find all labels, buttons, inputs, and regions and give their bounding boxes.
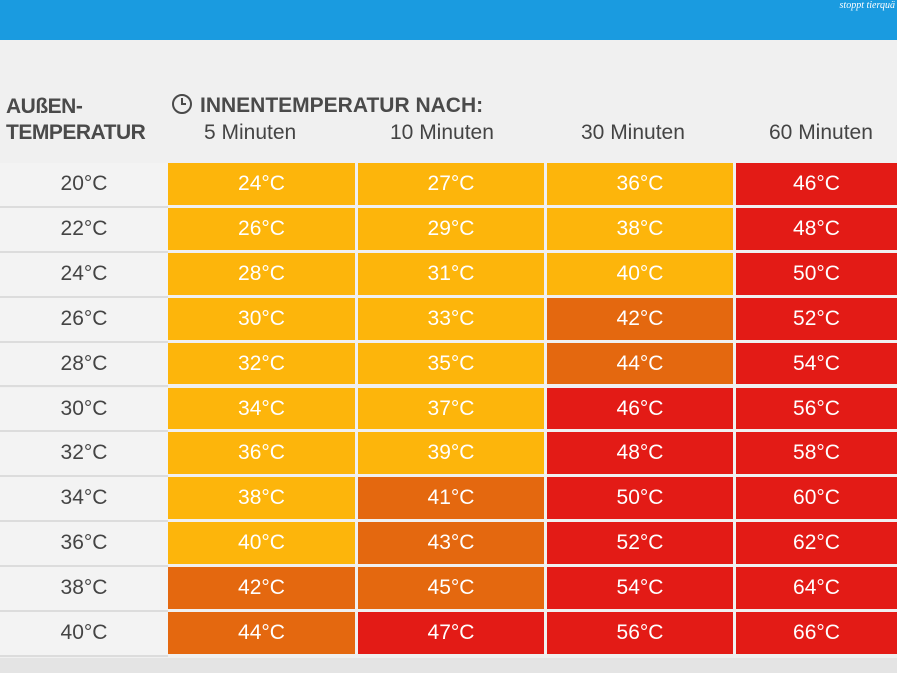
- table-cell: 42°C: [547, 297, 736, 343]
- row-label: 26°C: [0, 297, 168, 343]
- table-cell: 33°C: [358, 297, 547, 343]
- row-header-line-2: TEMPERATUR: [6, 121, 146, 144]
- table-cell: 29°C: [358, 207, 547, 253]
- bottom-strip: [0, 658, 897, 673]
- table-cell: 66°C: [736, 612, 897, 657]
- table-cell: 52°C: [736, 297, 897, 343]
- brand-logo: stoppt tierquä: [839, 0, 895, 11]
- table-cell: 38°C: [547, 207, 736, 253]
- column-header: 60 Minuten: [769, 121, 873, 144]
- table-cell: 24°C: [168, 163, 358, 208]
- table-cell: 48°C: [736, 207, 897, 253]
- table-cell: 36°C: [547, 163, 736, 208]
- column-group-title: INNENTEMPERATUR NACH:: [172, 93, 483, 119]
- table-cell: 35°C: [358, 342, 547, 388]
- row-label: 24°C: [0, 252, 168, 298]
- table-cell: 50°C: [736, 252, 897, 298]
- table-cell: 38°C: [168, 477, 358, 523]
- table-cell: 40°C: [547, 252, 736, 298]
- table-cell: 48°C: [547, 432, 736, 478]
- table-cell: 46°C: [736, 163, 897, 208]
- table-cell: 45°C: [358, 567, 547, 612]
- column-header: 10 Minuten: [390, 121, 494, 144]
- row-label: 34°C: [0, 477, 168, 523]
- table-cell: 62°C: [736, 522, 897, 568]
- row-label: 32°C: [0, 432, 168, 478]
- table-cell: 54°C: [736, 342, 897, 388]
- row-label: 40°C: [0, 612, 168, 657]
- row-label: 30°C: [0, 387, 168, 433]
- table-cell: 58°C: [736, 432, 897, 478]
- top-banner: stoppt tierquä: [0, 0, 897, 40]
- table-cell: 37°C: [358, 387, 547, 433]
- column-header: 5 Minuten: [204, 121, 297, 144]
- table-cell: 26°C: [168, 207, 358, 253]
- table-cell: 43°C: [358, 522, 547, 568]
- table-cell: 39°C: [358, 432, 547, 478]
- table-cell: 31°C: [358, 252, 547, 298]
- table-cell: 40°C: [168, 522, 358, 568]
- column-group-title-text: INNENTEMPERATUR NACH:: [200, 94, 484, 117]
- table-cell: 27°C: [358, 163, 547, 208]
- table-cell: 50°C: [547, 477, 736, 523]
- table-cell: 30°C: [168, 297, 358, 343]
- column-header: 30 Minuten: [581, 121, 685, 144]
- table-cell: 47°C: [358, 612, 547, 657]
- table-cell: 54°C: [547, 567, 736, 612]
- table-cell: 36°C: [168, 432, 358, 478]
- table-cell: 32°C: [168, 342, 358, 388]
- table-cell: 52°C: [547, 522, 736, 568]
- row-label: 22°C: [0, 207, 168, 253]
- table-cell: 42°C: [168, 567, 358, 612]
- table-cell: 56°C: [547, 612, 736, 657]
- row-header: AUßEN- TEMPERATUR: [6, 94, 166, 146]
- table-cell: 28°C: [168, 252, 358, 298]
- row-label: 20°C: [0, 163, 168, 208]
- table-cell: 34°C: [168, 387, 358, 433]
- row-label: 28°C: [0, 342, 168, 388]
- table-cell: 44°C: [168, 612, 358, 657]
- table-cell: 56°C: [736, 387, 897, 433]
- table-cell: 44°C: [547, 342, 736, 388]
- table-cell: 64°C: [736, 567, 897, 612]
- table-cell: 46°C: [547, 387, 736, 433]
- cut-off-title: [0, 0, 800, 8]
- row-header-line-1: AUßEN-: [6, 95, 83, 118]
- row-label: 36°C: [0, 522, 168, 568]
- row-label: 38°C: [0, 567, 168, 612]
- table-cell: 60°C: [736, 477, 897, 523]
- clock-icon: [172, 94, 192, 114]
- table-cell: 41°C: [358, 477, 547, 523]
